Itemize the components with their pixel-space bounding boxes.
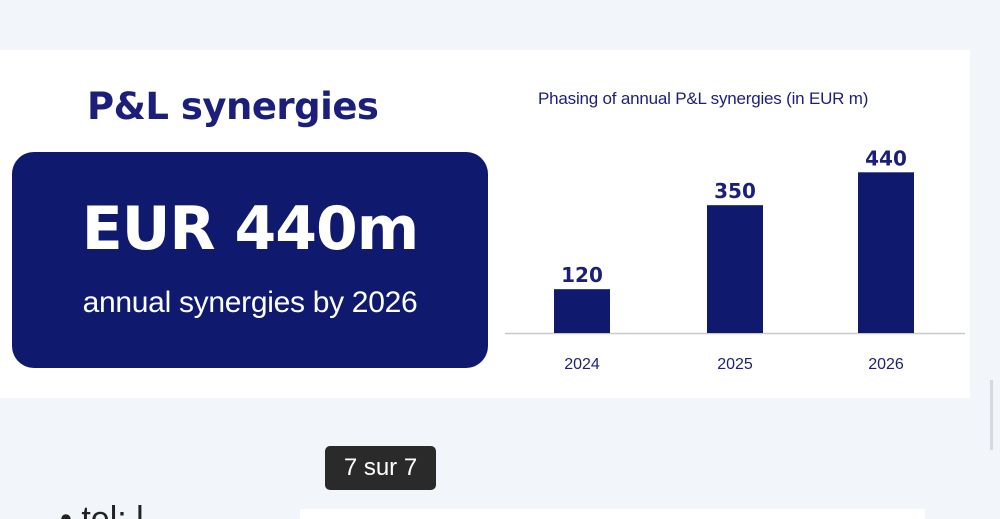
bar-2025 <box>707 205 763 333</box>
x-tick-2026: 2026 <box>868 356 904 373</box>
next-card-edge <box>300 509 925 519</box>
headline-box: EUR 440m annual synergies by 2026 <box>12 152 488 368</box>
slide-title: P&L synergies <box>87 85 379 128</box>
x-tick-2025: 2025 <box>717 356 753 373</box>
chart-title: Phasing of annual P&L synergies (in EUR … <box>538 89 869 108</box>
bar-2024 <box>554 289 610 333</box>
partial-caption: • tel: l <box>60 502 180 519</box>
headline-subtitle: annual synergies by 2026 <box>82 286 418 319</box>
scroll-edge <box>990 380 993 450</box>
bar-2026 <box>858 172 914 333</box>
data-label-2024: 120 <box>561 263 603 287</box>
slide-card: P&L synergies EUR 440m annual synergies … <box>0 50 970 398</box>
synergies-bar-chart: 120 2024 350 2025 440 2026 <box>505 146 965 373</box>
headline-amount: EUR 440m <box>81 194 420 264</box>
page-counter: 7 sur 7 <box>325 446 436 490</box>
x-tick-2024: 2024 <box>564 356 600 373</box>
data-label-2025: 350 <box>714 179 756 203</box>
data-label-2026: 440 <box>865 146 907 170</box>
